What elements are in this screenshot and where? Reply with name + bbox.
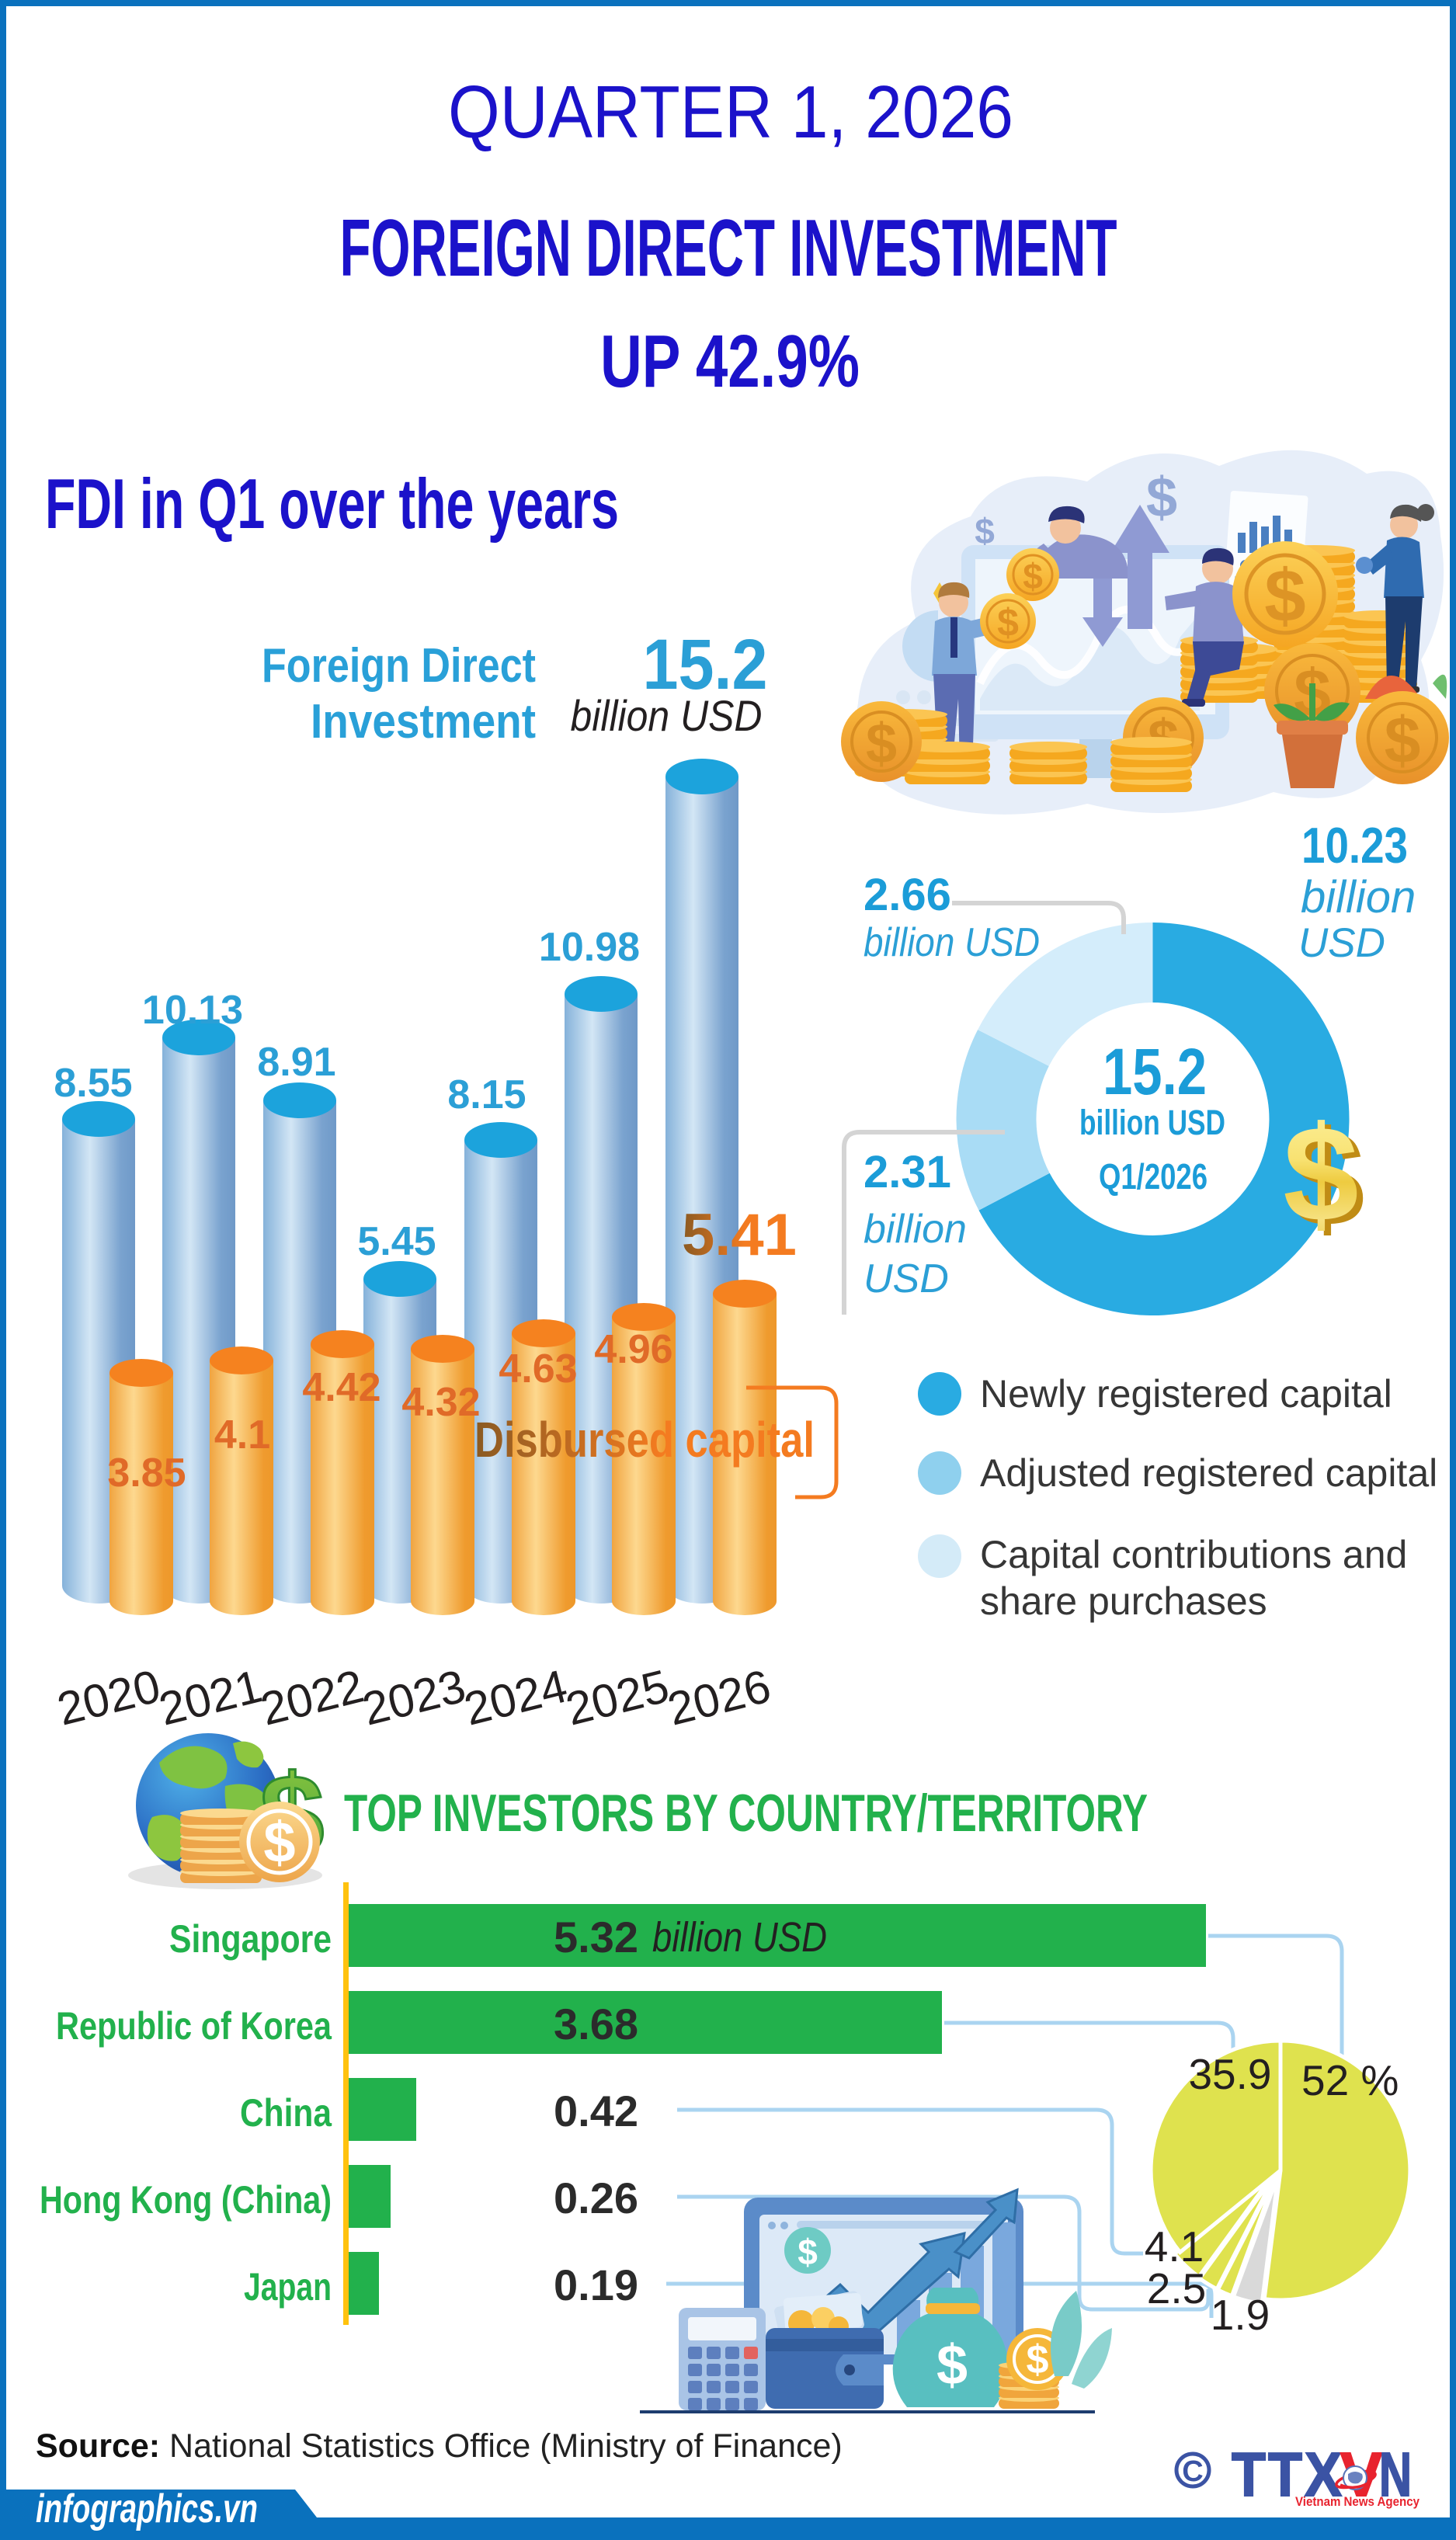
svg-text:X: X bbox=[1305, 2440, 1342, 2509]
svg-text:infographics.vn: infographics.vn bbox=[36, 2486, 258, 2531]
svg-text:Hong Kong (China): Hong Kong (China) bbox=[40, 2178, 332, 2222]
svg-text:0.42: 0.42 bbox=[554, 2087, 638, 2135]
svg-text:1.9: 1.9 bbox=[1211, 2291, 1270, 2339]
svg-text:$: $ bbox=[1146, 467, 1177, 529]
svg-text:4.32: 4.32 bbox=[401, 1380, 480, 1425]
svg-text:10.98: 10.98 bbox=[539, 925, 640, 970]
svg-text:Investment: Investment bbox=[311, 695, 536, 749]
svg-text:5.41: 5.41 bbox=[682, 1202, 797, 1268]
svg-text:4.1: 4.1 bbox=[214, 1412, 270, 1458]
svg-text:China: China bbox=[240, 2091, 332, 2135]
svg-text:2.31: 2.31 bbox=[864, 1147, 951, 1197]
svg-text:Newly registered capital: Newly registered capital bbox=[980, 1372, 1392, 1416]
svg-text:15.2: 15.2 bbox=[643, 625, 768, 704]
svg-text:$: $ bbox=[1023, 556, 1043, 596]
svg-text:billion USD: billion USD bbox=[1079, 1103, 1225, 1142]
svg-text:15.2: 15.2 bbox=[1103, 1035, 1207, 1108]
svg-text:Q1/2026: Q1/2026 bbox=[1099, 1156, 1208, 1197]
svg-text:10.23: 10.23 bbox=[1301, 817, 1408, 874]
svg-text:$: $ bbox=[263, 1810, 295, 1875]
svg-text:4.42: 4.42 bbox=[302, 1365, 381, 1410]
svg-text:$: $ bbox=[1385, 704, 1421, 777]
svg-text:5.32: 5.32 bbox=[554, 1913, 638, 1961]
svg-text:C: C bbox=[1182, 2455, 1203, 2488]
svg-text:billion: billion bbox=[1301, 872, 1416, 923]
svg-text:$: $ bbox=[936, 2334, 968, 2396]
svg-text:$: $ bbox=[1289, 1103, 1364, 1255]
svg-text:TOP INVESTORS BY COUNTRY/TERRI: TOP INVESTORS BY COUNTRY/TERRITORY bbox=[344, 1784, 1148, 1843]
svg-text:Japan: Japan bbox=[244, 2265, 332, 2309]
svg-text:2.66: 2.66 bbox=[864, 870, 951, 920]
svg-text:T: T bbox=[1268, 2440, 1302, 2509]
svg-text:Adjusted registered capital: Adjusted registered capital bbox=[980, 1451, 1437, 1495]
svg-text:$: $ bbox=[866, 713, 897, 775]
svg-text:8.91: 8.91 bbox=[257, 1040, 335, 1085]
svg-text:QUARTER 1, 2026: QUARTER 1, 2026 bbox=[448, 71, 1013, 154]
svg-text:FDI in Q1 over the years: FDI in Q1 over the years bbox=[45, 465, 619, 544]
svg-text:share purchases: share purchases bbox=[980, 1579, 1267, 1623]
svg-text:4.63: 4.63 bbox=[499, 1346, 577, 1392]
svg-text:T: T bbox=[1232, 2440, 1266, 2509]
svg-text:$: $ bbox=[975, 511, 995, 551]
svg-text:4.1: 4.1 bbox=[1145, 2222, 1204, 2271]
svg-text:52 %: 52 % bbox=[1301, 2056, 1399, 2104]
svg-text:5.45: 5.45 bbox=[357, 1219, 436, 1264]
svg-text:2.5: 2.5 bbox=[1147, 2264, 1206, 2312]
svg-text:35.9: 35.9 bbox=[1188, 2050, 1271, 2098]
svg-text:3.85: 3.85 bbox=[107, 1451, 186, 1496]
svg-text:billion USD: billion USD bbox=[652, 1914, 827, 1961]
svg-text:billion: billion bbox=[864, 1207, 967, 1252]
svg-text:USD: USD bbox=[1298, 920, 1385, 966]
svg-text:Capital contributions and: Capital contributions and bbox=[980, 1533, 1407, 1576]
svg-text:10.13: 10.13 bbox=[142, 988, 243, 1033]
svg-text:$: $ bbox=[797, 2232, 818, 2272]
svg-text:8.15: 8.15 bbox=[447, 1072, 526, 1117]
svg-text:USD: USD bbox=[864, 1256, 949, 1301]
svg-text:3.68: 3.68 bbox=[554, 2000, 638, 2048]
svg-text:Foreign Direct: Foreign Direct bbox=[262, 639, 536, 693]
svg-text:0.26: 0.26 bbox=[554, 2173, 638, 2222]
svg-text:Disbursed capital: Disbursed capital bbox=[474, 1412, 815, 1468]
svg-text:$: $ bbox=[1027, 2337, 1049, 2382]
svg-text:FOREIGN DIRECT INVESTMENT: FOREIGN DIRECT INVESTMENT bbox=[340, 203, 1117, 294]
svg-text:Republic of Korea: Republic of Korea bbox=[56, 2004, 332, 2048]
svg-text:0.19: 0.19 bbox=[554, 2260, 638, 2309]
svg-text:$: $ bbox=[1264, 554, 1305, 638]
svg-text:UP 42.9%: UP 42.9% bbox=[600, 320, 860, 403]
svg-text:N: N bbox=[1379, 2440, 1412, 2509]
svg-text:billion USD: billion USD bbox=[864, 920, 1040, 965]
svg-text:4.96: 4.96 bbox=[594, 1327, 672, 1372]
svg-text:Singapore: Singapore bbox=[169, 1917, 332, 1961]
svg-text:$: $ bbox=[997, 601, 1019, 645]
svg-text:billion USD: billion USD bbox=[571, 691, 763, 740]
svg-text:8.55: 8.55 bbox=[54, 1061, 132, 1106]
svg-text:Vietnam News Agency: Vietnam News Agency bbox=[1295, 2494, 1420, 2509]
svg-text:$: $ bbox=[1283, 1099, 1358, 1250]
